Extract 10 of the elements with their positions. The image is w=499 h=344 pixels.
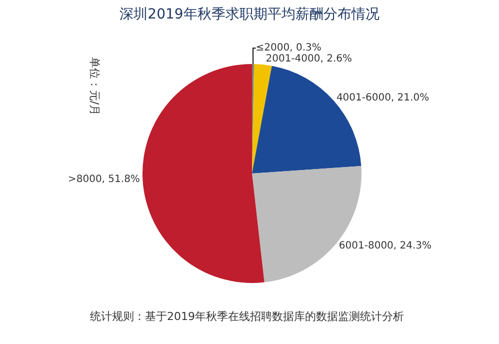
pie-slice <box>142 64 264 283</box>
text: 单位：元/月 <box>88 56 102 116</box>
slice-label: 6001-8000, 24.3% <box>338 240 432 252</box>
chart-title: 深圳2019年秋季求职期平均薪酬分布情况 <box>120 6 380 22</box>
slice-label: ≤2000, 0.3% <box>256 42 322 54</box>
slice-label: 2001-4000, 2.6% <box>266 54 352 65</box>
slice-label: >8000, 51.8% <box>68 174 140 186</box>
pie-slice <box>252 64 272 174</box>
slice-label: 4001-6000, 21.0% <box>336 92 430 104</box>
text: 统计规则：基于2019年秋季在线招聘数据库的数据监测统计分析 <box>90 310 404 323</box>
